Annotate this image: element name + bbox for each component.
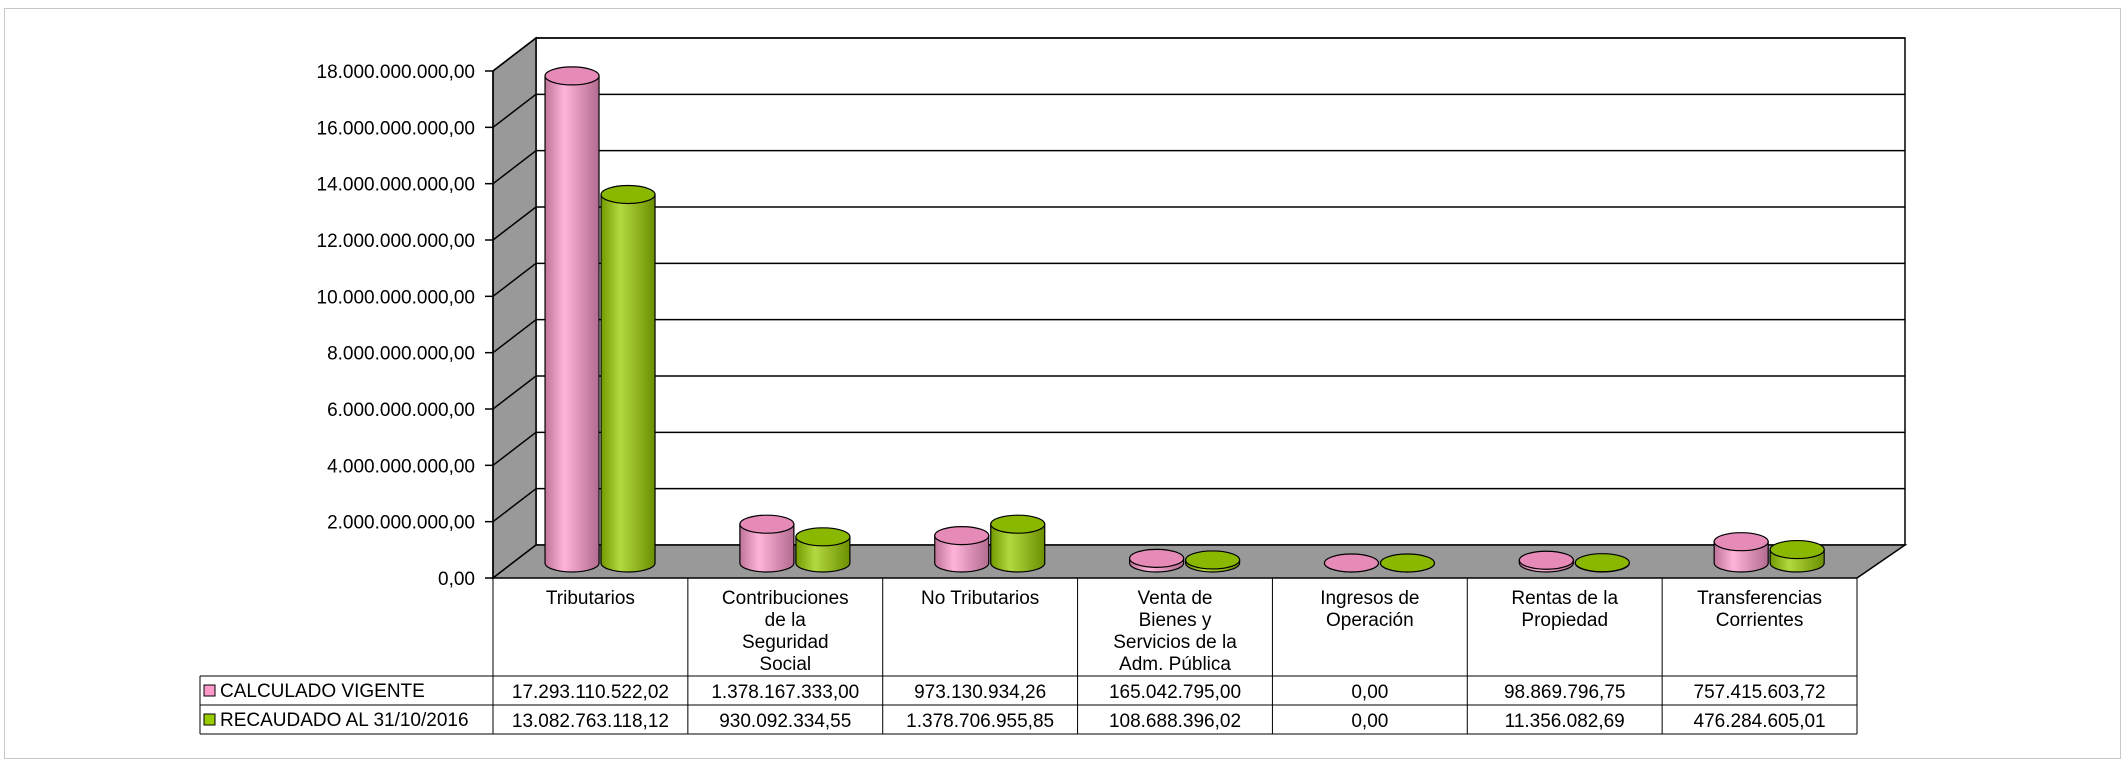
y-tick-label: 10.000.000.000,00 xyxy=(317,287,476,308)
data-label: 11.356.082,69 xyxy=(1505,711,1625,732)
bar-recaudado-al-31-10-2016-0 xyxy=(600,184,656,573)
x-category-label: Tributarios xyxy=(546,588,635,609)
bar-top xyxy=(795,527,851,547)
gridline-side xyxy=(492,150,537,185)
legend-label: CALCULADO VIGENTE xyxy=(220,681,425,702)
data-label: 1.378.167.333,00 xyxy=(711,682,859,703)
bar-top xyxy=(1574,553,1630,573)
bar-top xyxy=(1379,553,1436,573)
bar-body xyxy=(934,534,990,573)
y-axis: 0,00 2.000.000.000,00 4.000.000.000,00 6.00… xyxy=(317,62,494,590)
bars xyxy=(544,66,1825,573)
bar-calculado-vigente-2 xyxy=(934,525,990,573)
bar-recaudado-al-31-10-2016-6 xyxy=(1769,539,1825,573)
y-tick-label: 8.000.000.000,00 xyxy=(327,344,475,365)
bar-body xyxy=(795,536,851,573)
side-wall xyxy=(492,36,537,580)
y-tick-label: 18.000.000.000,00 xyxy=(317,62,476,83)
data-label: 0,00 xyxy=(1351,711,1388,732)
bar-top xyxy=(1128,548,1185,568)
data-label: 0,00 xyxy=(1351,682,1388,703)
gridline-side xyxy=(492,37,537,72)
bar-body xyxy=(544,75,600,573)
bar-recaudado-al-31-10-2016-4 xyxy=(1379,553,1436,573)
y-tick-label: 6.000.000.000,00 xyxy=(327,400,475,421)
bar-top xyxy=(990,514,1046,534)
data-label: 476.284.605,01 xyxy=(1694,711,1826,732)
chart-walls xyxy=(490,36,1908,580)
gridline-side xyxy=(492,206,537,241)
x-category-label: No Tributarios xyxy=(921,588,1039,609)
bar-top xyxy=(1518,550,1574,570)
bar-top xyxy=(934,525,990,546)
x-category-label: Ingresos de Operación xyxy=(1320,588,1419,631)
data-label: 165.042.795,00 xyxy=(1109,682,1241,703)
y-tick-label: 16.000.000.000,00 xyxy=(317,118,476,139)
bar-calculado-vigente-6 xyxy=(1713,532,1769,573)
y-tick-label: 4.000.000.000,00 xyxy=(327,456,475,477)
bar-calculado-vigente-0 xyxy=(544,66,600,573)
data-label: 973.130.934,26 xyxy=(914,682,1046,703)
data-label: 17.293.110.522,02 xyxy=(512,682,669,703)
gridline-side xyxy=(492,375,537,410)
legend-key xyxy=(203,713,216,726)
data-label: 108.688.396,02 xyxy=(1109,711,1241,732)
bar-calculado-vigente-3 xyxy=(1128,548,1185,573)
y-tick-label: 2.000.000.000,00 xyxy=(327,513,475,534)
bar-top xyxy=(544,66,600,86)
bar-top xyxy=(1713,532,1769,552)
gridlines xyxy=(492,37,1905,523)
bar-top xyxy=(600,184,656,205)
data-label: 98.869.796,75 xyxy=(1504,682,1626,703)
y-tick-label: 0,00 xyxy=(438,569,475,590)
bar-body xyxy=(990,523,1046,573)
bar-top xyxy=(739,514,795,534)
gridline-side xyxy=(492,488,537,523)
x-category-label: Venta de Bienes y Servicios de la Adm. Públ… xyxy=(1113,588,1237,675)
data-label: 757.415.603,72 xyxy=(1694,682,1826,703)
gridline-side xyxy=(492,319,537,354)
legend-key xyxy=(203,684,216,697)
data-table: Tributarios Contribuciones de la Seguridad S… xyxy=(199,578,1858,735)
x-category-label: Rentas de la Propiedad xyxy=(1511,588,1618,631)
bar-top xyxy=(1184,550,1241,570)
bar-calculado-vigente-5 xyxy=(1518,550,1574,573)
bar-calculado-vigente-1 xyxy=(739,514,795,573)
bar-body xyxy=(600,193,656,573)
gridline-side xyxy=(492,431,537,466)
data-label: 1.378.706.955,85 xyxy=(906,711,1054,732)
x-category-label: Transferencias Corrientes xyxy=(1697,588,1822,631)
y-tick-label: 14.000.000.000,00 xyxy=(317,175,476,196)
bar-recaudado-al-31-10-2016-1 xyxy=(795,527,851,573)
bar-top xyxy=(1769,539,1825,560)
gridline-side xyxy=(492,262,537,297)
x-category-label: Contribuciones de la Seguridad Social xyxy=(722,588,849,675)
bar-recaudado-al-31-10-2016-3 xyxy=(1184,550,1241,573)
bar-top xyxy=(1323,553,1380,573)
legend-label: RECAUDADO AL 31/10/2016 xyxy=(220,710,469,731)
y-tick-label: 12.000.000.000,00 xyxy=(317,231,476,252)
gridline-side xyxy=(492,93,537,128)
bar-calculado-vigente-4 xyxy=(1323,553,1380,573)
bar-recaudado-al-31-10-2016-2 xyxy=(990,514,1046,573)
bar-body xyxy=(739,523,795,573)
back-wall xyxy=(535,37,1906,546)
bar-recaudado-al-31-10-2016-5 xyxy=(1574,553,1630,573)
data-label: 13.082.763.118,12 xyxy=(512,711,669,732)
data-label: 930.092.334,55 xyxy=(719,711,851,732)
